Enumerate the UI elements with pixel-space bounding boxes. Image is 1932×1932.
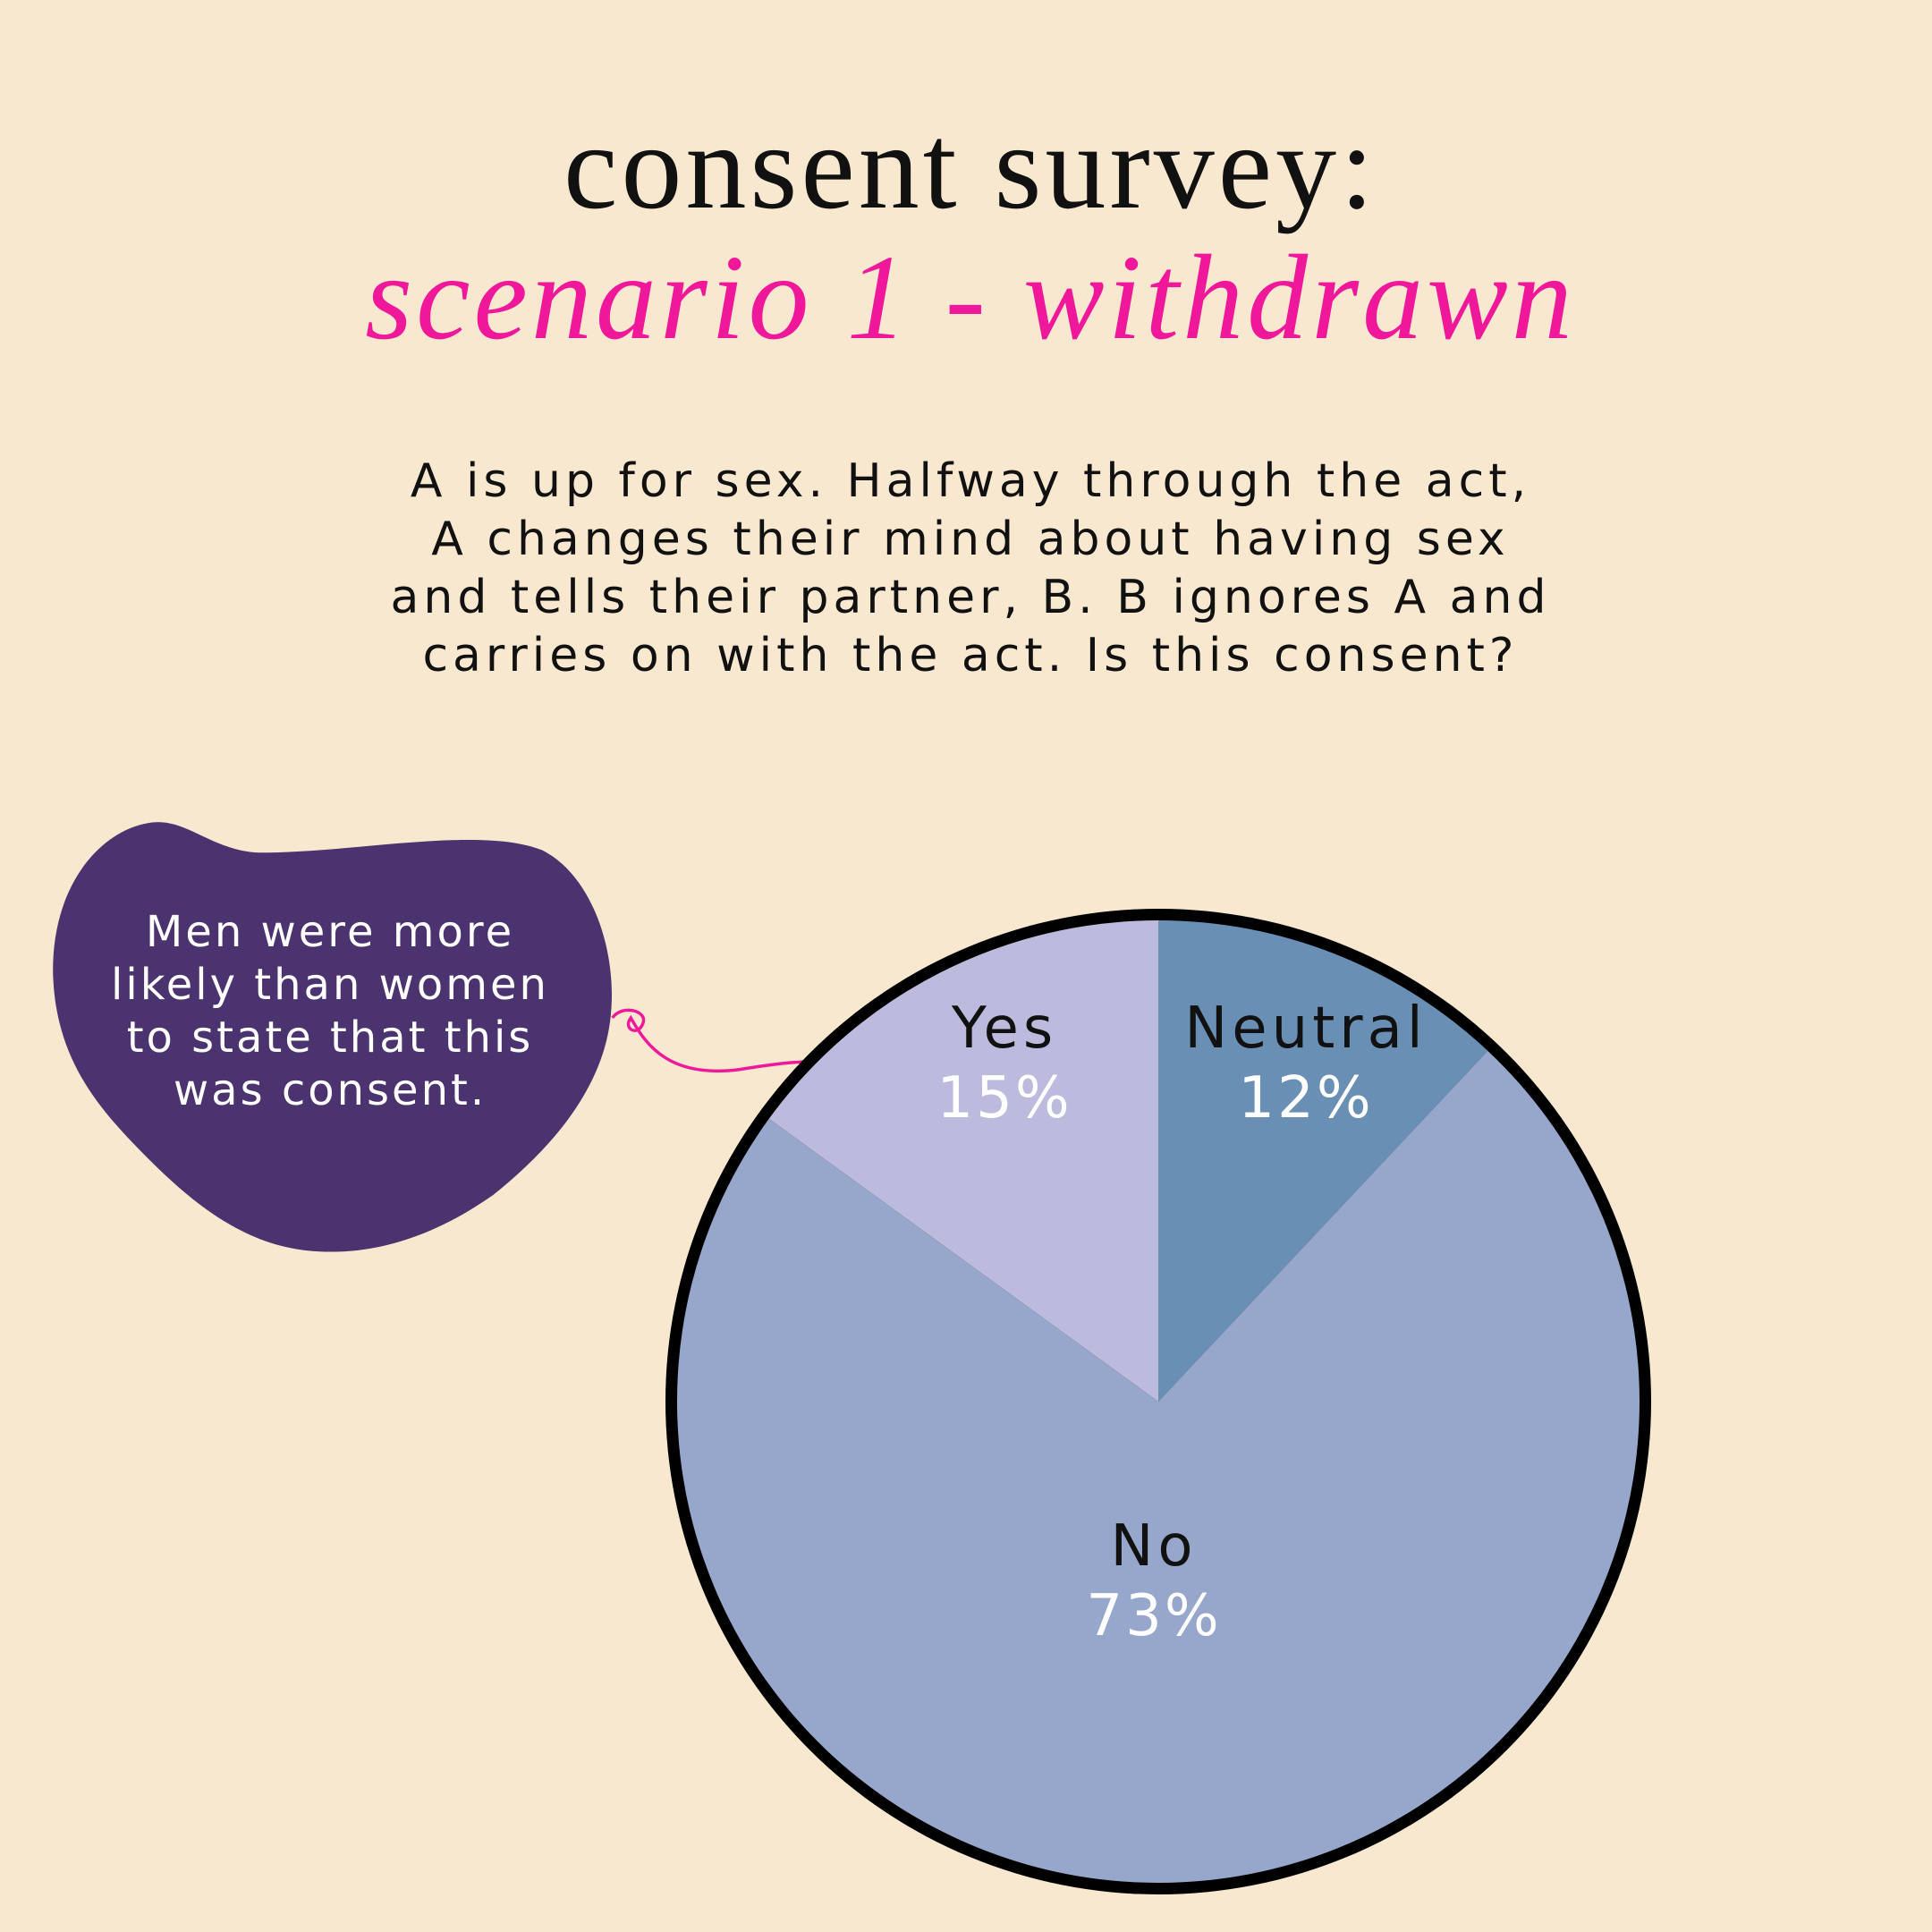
question-line: carries on with the act. Is this consent… <box>422 629 1518 682</box>
pie-slice <box>1158 920 1488 1402</box>
slice-label: No <box>1110 1513 1197 1580</box>
question-line: A changes their mind about having sex <box>431 513 1509 566</box>
annotation-line: likely than women <box>111 960 549 1010</box>
annotation-line: to state that this <box>127 1013 534 1063</box>
slice-value-label: 12% <box>1238 1065 1373 1131</box>
chart-subtitle: scenario 1 - withdrawn <box>365 231 1576 365</box>
annotation-line: Men were more <box>146 907 514 957</box>
slice-label: Yes <box>951 996 1057 1062</box>
annotation-line: was consent. <box>174 1065 487 1115</box>
pie-slice <box>768 920 1158 1402</box>
chart-title: consent survey: <box>564 100 1377 234</box>
slice-value-label: 73% <box>1086 1583 1221 1649</box>
slice-value-label: 15% <box>936 1065 1072 1131</box>
question: A is up for sex. Halfway through the act… <box>391 454 1551 682</box>
question-line: and tells their partner, B. B ignores A … <box>391 571 1551 624</box>
blob <box>53 822 612 1252</box>
pie-slice <box>677 1050 1640 1883</box>
question-line: A is up for sex. Halfway through the act… <box>411 454 1530 508</box>
slice-label: Neutral <box>1184 996 1427 1062</box>
